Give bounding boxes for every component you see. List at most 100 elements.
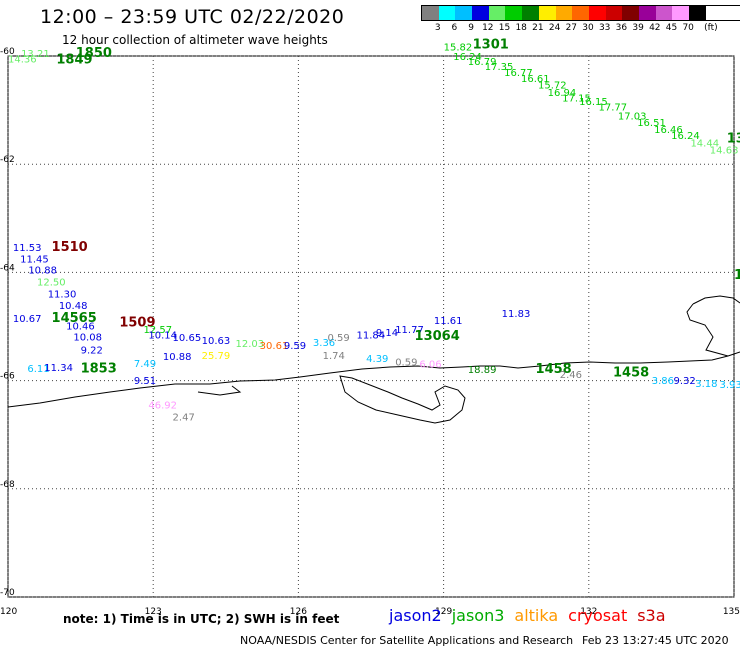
legend-swatch bbox=[488, 6, 506, 20]
wave-height-label: 11.83 bbox=[502, 309, 531, 320]
legend-labels: 3 6 9 12 15 18 21 24 27 30 33 36 39 42 45 70 (ft) bbox=[421, 23, 740, 35]
legend-label: 36 bbox=[615, 23, 628, 33]
wave-height-label: 13.21 bbox=[21, 49, 50, 60]
legend-swatch bbox=[555, 6, 573, 20]
coastline-bay bbox=[339, 375, 466, 424]
wave-height-label: 11.34 bbox=[44, 363, 73, 374]
wave-height-label: 9.51 bbox=[134, 376, 156, 387]
lat-tick-label: -70 bbox=[0, 588, 15, 598]
legend-swatch bbox=[622, 6, 639, 20]
wave-height-label: 1853 bbox=[81, 361, 117, 376]
legend-swatch bbox=[438, 6, 456, 20]
lon-tick-label: 126 bbox=[290, 607, 307, 617]
legend-swatch bbox=[455, 6, 473, 20]
wave-height-label: 14.36 bbox=[8, 54, 37, 65]
lat-tick-label: -64 bbox=[0, 263, 15, 273]
satellite-cryosat: cryosat bbox=[568, 606, 628, 625]
legend-label: 70 bbox=[682, 23, 694, 33]
wave-height-label: 16.55 bbox=[734, 268, 740, 283]
wave-height-label: 1509 bbox=[119, 316, 155, 331]
legend-unit: (ft) bbox=[704, 23, 718, 33]
lon-tick-label: 123 bbox=[145, 607, 162, 617]
lon-tick-label: 135 bbox=[723, 607, 740, 617]
wave-height-label: 0.59 bbox=[327, 333, 349, 344]
wave-height-label: 3.93 bbox=[719, 380, 740, 391]
wave-height-label: 17.35 bbox=[485, 62, 514, 73]
wave-height-label: 3.86 bbox=[652, 376, 674, 387]
lon-tick-label: 120 bbox=[0, 607, 17, 617]
wave-height-label: 9.32 bbox=[674, 376, 696, 387]
legend-label: 21 bbox=[532, 23, 544, 33]
legend-swatch bbox=[588, 6, 606, 20]
wave-height-label: 10.08 bbox=[73, 333, 102, 344]
wave-height-label: 17.77 bbox=[598, 103, 627, 114]
legend-label: 6 bbox=[451, 23, 458, 33]
wave-height-label: 9.59 bbox=[284, 341, 306, 352]
wave-height-label: 16.46 bbox=[654, 125, 683, 136]
lat-tick-label: -60 bbox=[0, 47, 15, 57]
legend-label: 33 bbox=[598, 23, 611, 33]
lon-tick-label: 132 bbox=[580, 607, 597, 617]
wave-height-label: 11.30 bbox=[48, 289, 77, 300]
legend-color-bar bbox=[421, 5, 740, 21]
wave-height-label: 12.50 bbox=[37, 277, 66, 288]
credit-line: NOAA/NESDIS Center for Satellite Applica… bbox=[240, 634, 574, 647]
wave-height-label: 16.79 bbox=[468, 57, 497, 68]
map-frame bbox=[7, 55, 735, 598]
wave-height-label: 16.24 bbox=[671, 131, 700, 142]
lat-lon-grid bbox=[7, 55, 735, 598]
map-title: 12:00 – 23:59 UTC 02/22/2020 bbox=[40, 6, 345, 28]
wave-height-label: 12.03 bbox=[235, 339, 264, 350]
legend-label: 45 bbox=[665, 23, 678, 33]
wave-height-label: 18.89 bbox=[468, 365, 497, 376]
wave-height-label: 25.79 bbox=[202, 351, 231, 362]
legend-label: 39 bbox=[632, 23, 644, 33]
coastline-inlet bbox=[197, 385, 242, 396]
wave-height-label: 0.59 bbox=[395, 357, 417, 368]
lon-tick-label: 129 bbox=[435, 607, 452, 617]
wave-height-label: 17.03 bbox=[618, 111, 647, 122]
wave-height-label: 11.53 bbox=[13, 243, 42, 254]
wave-height-label: 1849 bbox=[56, 53, 92, 68]
wave-height-label: 16.51 bbox=[637, 118, 666, 129]
legend-swatch bbox=[672, 6, 689, 20]
wave-height-label: 16.15 bbox=[579, 97, 608, 108]
wave-height-label: 3.36 bbox=[313, 338, 335, 349]
wave-height-label: 10.67 bbox=[13, 314, 42, 325]
antarctic-coastline bbox=[7, 295, 740, 424]
wave-height-label: 16.77 bbox=[504, 68, 533, 79]
wave-height-label: 7.49 bbox=[134, 359, 156, 370]
wave-height-label: 6.11 bbox=[27, 364, 49, 375]
legend-label: 27 bbox=[565, 23, 578, 33]
wave-height-label: 13 bbox=[727, 132, 740, 147]
satellite-jason3: jason3 bbox=[451, 606, 505, 625]
wave-height-label: 10.63 bbox=[202, 336, 231, 347]
wave-height-label: 9.22 bbox=[81, 346, 103, 357]
legend-label: 18 bbox=[515, 23, 527, 33]
wave-height-label: 13064 bbox=[415, 329, 460, 344]
wave-height-label: 11.61 bbox=[434, 316, 463, 327]
wave-height-legend: 3 6 9 12 15 18 21 24 27 30 33 36 39 42 45 70 (ft) bbox=[421, 5, 740, 35]
wave-height-label: 30.61 bbox=[260, 341, 289, 352]
legend-swatch bbox=[689, 6, 706, 20]
wave-height-label: 6.06 bbox=[419, 360, 441, 371]
wave-height-label: 17.15 bbox=[562, 93, 591, 104]
wave-height-label: 11.77 bbox=[395, 325, 424, 336]
legend-swatch bbox=[605, 6, 623, 20]
wave-height-label: 1.74 bbox=[323, 351, 345, 362]
lat-tick-label: -66 bbox=[0, 372, 15, 382]
legend-swatch bbox=[522, 6, 539, 20]
wave-height-label: 14.63 bbox=[710, 145, 739, 156]
legend-swatch bbox=[572, 6, 589, 20]
axis-tick-labels: 120 123 126 129 132 135 -60 -62 -64 -66 -68 -70 bbox=[0, 47, 740, 617]
wave-height-label: 15.72 bbox=[538, 80, 567, 91]
wave-height-label: 14.44 bbox=[690, 138, 719, 149]
wave-height-label: 46.92 bbox=[148, 401, 177, 412]
map-subtitle: 12 hour collection of altimeter wave hei… bbox=[62, 33, 328, 47]
lat-tick-label: -62 bbox=[0, 155, 15, 165]
wave-height-label: 10.88 bbox=[28, 265, 57, 276]
legend-swatch bbox=[422, 6, 439, 20]
lat-tick-label: -68 bbox=[0, 480, 15, 490]
